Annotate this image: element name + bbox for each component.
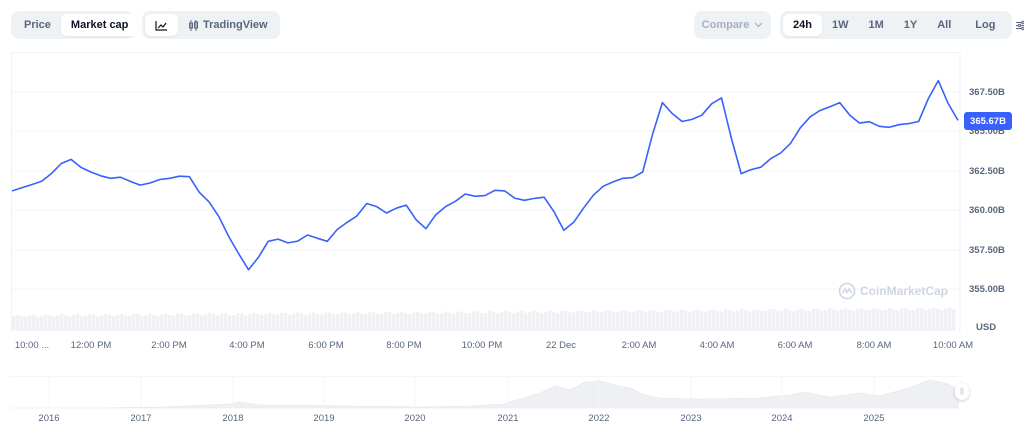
navigator-year-label: 2019 (313, 413, 335, 424)
watermark: CoinMarketCap (838, 282, 948, 300)
chart-view-toggle: TradingView (142, 11, 280, 39)
candlestick-icon (189, 19, 198, 31)
y-tick-label: 355.00B (969, 284, 1005, 295)
navigator-year-label: 2020 (404, 413, 426, 424)
chevron-down-icon (754, 22, 763, 28)
navigator-year-label: 2023 (680, 413, 702, 424)
x-tick-label: 2:00 PM (151, 340, 187, 351)
x-tick-label: 8:00 PM (386, 340, 422, 351)
chart-toolbar: Price Market cap TradingView Compare 24h… (11, 11, 1024, 39)
tab-market-cap[interactable]: Market cap (60, 14, 139, 36)
x-tick-label: 6:00 AM (777, 340, 813, 351)
range-navigator[interactable] (11, 376, 963, 408)
log-scale-button[interactable]: Log (975, 19, 996, 31)
x-tick-label: 22 Dec (545, 340, 577, 351)
x-tick-label: 10:00 PM (461, 340, 503, 351)
navigator-year-label: 2022 (588, 413, 610, 424)
range-24h[interactable]: 24h (783, 14, 822, 36)
navigator-year-label: 2018 (222, 413, 244, 424)
tab-price[interactable]: Price (24, 19, 51, 31)
y-tick-label: 365.00B (969, 126, 1005, 137)
navigator-drag-handle[interactable]: || (955, 383, 969, 400)
tradingview-label: TradingView (203, 19, 268, 31)
x-tick-label: 12:00 PM (70, 340, 112, 351)
chart-plot-area[interactable] (11, 52, 960, 332)
navigator-year-label: 2024 (771, 413, 793, 424)
time-range-toggle: 24h 1W 1M 1Y All Log (780, 11, 1024, 39)
navigator-year-label: 2021 (497, 413, 519, 424)
y-tick-label: 357.50B (969, 245, 1005, 256)
x-tick-label: 2:00 AM (621, 340, 657, 351)
sliders-icon (1016, 20, 1024, 30)
current-value-tag: 365.67B (964, 112, 1012, 130)
compare-dropdown[interactable]: Compare (694, 11, 771, 39)
watermark-text: CoinMarketCap (860, 284, 949, 298)
line-chart-icon (155, 20, 167, 31)
x-tick-label: 4:00 AM (699, 340, 735, 351)
navigator-year-label: 2025 (863, 413, 885, 424)
navigator-year-label: 2016 (38, 413, 60, 424)
x-tick-label: 10:00 AM (932, 340, 974, 351)
chart-type-toggle: Price Market cap (11, 11, 139, 39)
x-tick-label: 8:00 AM (856, 340, 892, 351)
chart-settings-button[interactable] (1009, 14, 1024, 36)
range-1y[interactable]: 1Y (903, 19, 918, 31)
line-chart-button[interactable] (145, 14, 178, 36)
coinmarketcap-logo-icon (838, 282, 856, 300)
x-tick-label: 6:00 PM (308, 340, 344, 351)
y-tick-label: 362.50B (969, 166, 1005, 177)
x-tick-label: 4:00 PM (229, 340, 265, 351)
currency-label: USD (976, 322, 997, 333)
range-1w[interactable]: 1W (831, 19, 849, 31)
range-1m[interactable]: 1M (868, 19, 884, 31)
compare-label: Compare (701, 19, 750, 31)
y-tick-label: 367.50B (969, 87, 1005, 98)
y-tick-label: 360.00B (969, 205, 1005, 216)
x-tick-label: 10:00 ... (14, 340, 50, 351)
navigator-year-label: 2017 (130, 413, 152, 424)
range-all[interactable]: All (937, 19, 952, 31)
tradingview-button[interactable]: TradingView (178, 14, 278, 36)
